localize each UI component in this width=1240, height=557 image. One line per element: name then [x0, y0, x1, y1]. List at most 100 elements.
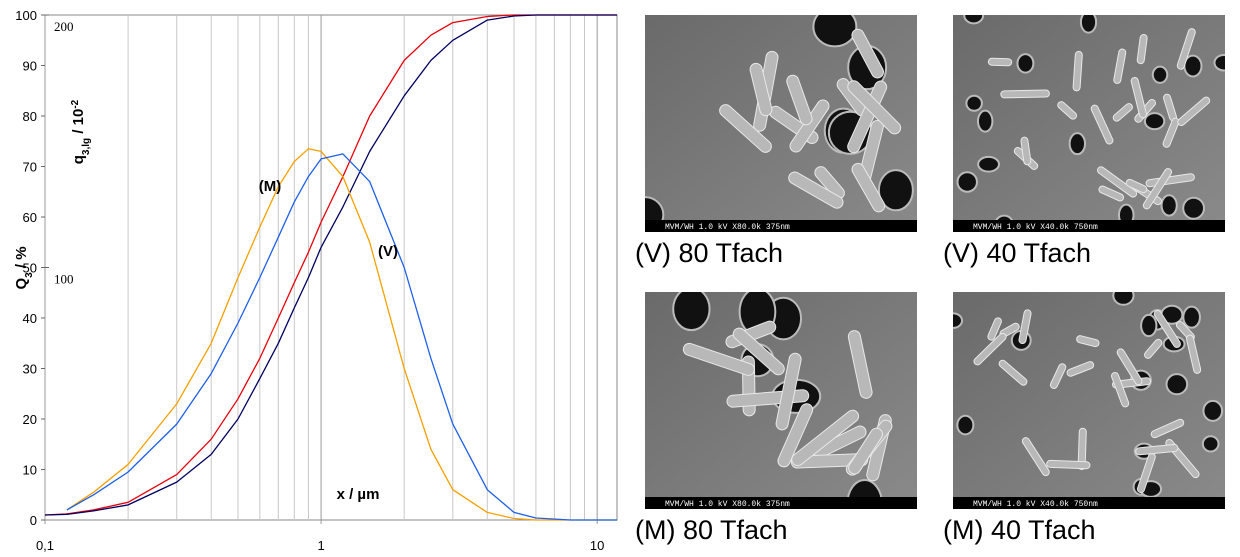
sem-image: MVM/WH 1.0 kV X80.0k 375nm (M) 80 Tfach: [635, 292, 917, 545]
y-tick-label: 30: [23, 362, 37, 377]
crystal: [1049, 363, 1067, 389]
pore: [956, 414, 975, 436]
y2-tick-label: 200: [54, 19, 74, 34]
crystal: [1000, 89, 1050, 99]
crystal: [1135, 444, 1179, 456]
crystal: [847, 80, 902, 135]
crystal: [1076, 335, 1100, 348]
crystal: [814, 166, 845, 200]
y-tick-label: 70: [23, 160, 37, 175]
y-tick-label: 100: [15, 8, 37, 23]
crystal: [719, 104, 772, 153]
crystal: [786, 74, 813, 126]
pore: [1182, 305, 1201, 329]
pore: [1202, 399, 1224, 422]
x-tick-label: 1: [317, 538, 324, 553]
crystal: [847, 330, 873, 399]
sem-content: MVM/WH 1.0 kV X40.0k 750nm: [953, 15, 1225, 232]
crystal: [1136, 33, 1148, 65]
y-tick-label: 80: [23, 109, 37, 124]
scalebar-strip: [645, 220, 917, 232]
x-tick-label: 0,1: [36, 538, 54, 553]
annotation: (M): [259, 178, 282, 195]
crystal: [749, 62, 773, 117]
crystal: [1021, 437, 1050, 477]
pore: [977, 155, 1000, 173]
y-tick-label: 40: [23, 311, 37, 326]
y-axis-label: Q3 / %: [13, 246, 35, 289]
annotation: (V): [378, 243, 398, 260]
sem-image: MVM/WH 1.0 kV X40.0k 750nm (M) 40 Tfach: [943, 292, 1225, 545]
crystal: [732, 327, 785, 376]
x-axis-label: x / µm: [337, 486, 380, 503]
crystal: [777, 403, 814, 468]
crystal: [1098, 185, 1125, 202]
sem-content: MVM/WH 1.0 kV X80.0k 375nm: [645, 15, 917, 232]
y-tick-label: 50: [23, 261, 37, 276]
crystal: [1018, 309, 1032, 345]
crystal: [848, 427, 883, 475]
y-axis-label-main: Q: [13, 278, 30, 290]
crystal: [1090, 104, 1114, 145]
pore: [956, 171, 978, 193]
crystal: [1096, 166, 1138, 198]
scalebar-strip: [953, 497, 1225, 509]
y-tick-label: 20: [23, 412, 37, 427]
y2-axis-label-main: q: [70, 155, 87, 164]
pore: [1213, 54, 1225, 72]
pore: [877, 169, 914, 212]
pore: [963, 15, 985, 25]
y2-axis-label: q3,lg / 10-2: [70, 99, 92, 164]
pore: [953, 312, 963, 329]
image-caption: (V) 40 Tfach: [943, 238, 1091, 268]
crystal: [1111, 371, 1130, 408]
crystal: [1116, 348, 1143, 386]
pore: [1079, 15, 1098, 34]
pore: [1016, 53, 1035, 74]
images: MVM/WH 1.0 kV X80.0k 375nm(V) 80 TfachMV…: [635, 15, 1225, 545]
y-tick-label: 90: [23, 59, 37, 74]
pore: [965, 94, 983, 112]
pore: [1068, 132, 1087, 156]
crystal: [1125, 178, 1148, 194]
pore: [1201, 435, 1220, 453]
pore: [1160, 194, 1178, 217]
series-line: [44, 14, 617, 516]
x-tick-label: 10: [590, 538, 604, 553]
sem-image: MVM/WH 1.0 kV X80.0k 375nm (V) 80 Tfach: [635, 15, 917, 268]
crystal: [1153, 310, 1181, 348]
crystal: [1185, 334, 1202, 374]
sem-content: MVM/WH 1.0 kV X80.0k 375nm: [645, 292, 917, 509]
pore: [812, 15, 858, 48]
pore: [1143, 112, 1166, 131]
y2-axis-label-sup: -2: [70, 99, 81, 108]
crystal: [1066, 361, 1095, 377]
scalebar-strip: [645, 497, 917, 509]
crystal: [1020, 136, 1032, 166]
crystal: [987, 57, 1013, 67]
sem-image: MVM/WH 1.0 kV X40.0k 750nm (V) 40 Tfach: [943, 15, 1225, 268]
crystal: [788, 171, 844, 209]
crystal: [1130, 76, 1147, 119]
crystal: [1176, 28, 1196, 70]
y-tick-label: 0: [30, 513, 37, 528]
crystal: [973, 332, 1007, 366]
crystal: [1046, 459, 1091, 470]
pore: [1140, 313, 1158, 338]
pore: [1182, 196, 1205, 220]
crystal: [847, 80, 888, 154]
scalebar-text: MVM/WH 1.0 kV X40.0k 750nm: [973, 223, 1098, 232]
scalebar-strip: [953, 220, 1225, 232]
y2-tick-label: 100: [54, 272, 74, 287]
y2-axis-label-rest: / 10: [70, 109, 87, 138]
image-caption: (M) 80 Tfach: [635, 515, 788, 545]
crystal: [1150, 418, 1185, 439]
image-caption: (M) 40 Tfach: [943, 515, 1096, 545]
crystal: [682, 342, 755, 376]
grid: [41, 14, 598, 524]
curves: [44, 14, 617, 521]
series-line: [44, 14, 617, 516]
crystal: [987, 317, 1002, 341]
